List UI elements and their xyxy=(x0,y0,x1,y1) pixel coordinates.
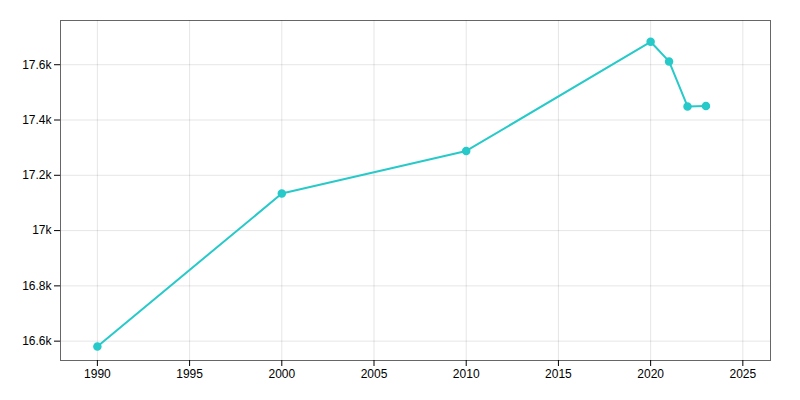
svg-text:2005: 2005 xyxy=(361,367,388,381)
svg-text:2000: 2000 xyxy=(268,367,295,381)
svg-text:17.2k: 17.2k xyxy=(22,168,52,182)
svg-text:16.8k: 16.8k xyxy=(22,279,52,293)
svg-text:2015: 2015 xyxy=(545,367,572,381)
svg-text:2020: 2020 xyxy=(637,367,664,381)
svg-text:17.4k: 17.4k xyxy=(22,113,52,127)
svg-text:17.6k: 17.6k xyxy=(22,58,52,72)
svg-text:16.6k: 16.6k xyxy=(22,334,52,348)
svg-text:1990: 1990 xyxy=(84,367,111,381)
svg-text:17k: 17k xyxy=(32,223,52,237)
svg-text:1995: 1995 xyxy=(176,367,203,381)
svg-text:2010: 2010 xyxy=(453,367,480,381)
svg-text:2025: 2025 xyxy=(729,367,756,381)
